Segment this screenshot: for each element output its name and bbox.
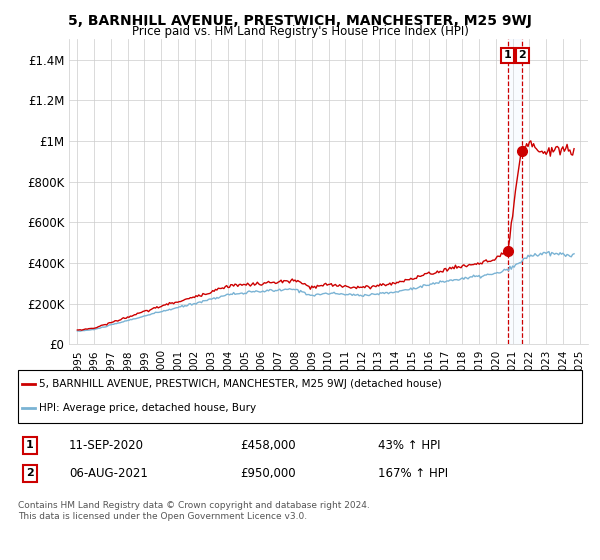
Text: HPI: Average price, detached house, Bury: HPI: Average price, detached house, Bury (39, 403, 256, 413)
Text: £950,000: £950,000 (240, 466, 296, 480)
Text: Contains HM Land Registry data © Crown copyright and database right 2024.
This d: Contains HM Land Registry data © Crown c… (18, 501, 370, 521)
Text: 2: 2 (518, 50, 526, 60)
Text: 1: 1 (26, 440, 34, 450)
Text: 2: 2 (26, 468, 34, 478)
Text: £458,000: £458,000 (240, 438, 296, 452)
Bar (508, 39, 523, 344)
Text: 1: 1 (504, 50, 512, 60)
Text: 43% ↑ HPI: 43% ↑ HPI (378, 438, 440, 452)
Text: 5, BARNHILL AVENUE, PRESTWICH, MANCHESTER, M25 9WJ (detached house): 5, BARNHILL AVENUE, PRESTWICH, MANCHESTE… (39, 380, 442, 390)
Text: 11-SEP-2020: 11-SEP-2020 (69, 438, 144, 452)
Text: 06-AUG-2021: 06-AUG-2021 (69, 466, 148, 480)
Text: 167% ↑ HPI: 167% ↑ HPI (378, 466, 448, 480)
Text: 5, BARNHILL AVENUE, PRESTWICH, MANCHESTER, M25 9WJ: 5, BARNHILL AVENUE, PRESTWICH, MANCHESTE… (68, 14, 532, 28)
Text: Price paid vs. HM Land Registry's House Price Index (HPI): Price paid vs. HM Land Registry's House … (131, 25, 469, 38)
